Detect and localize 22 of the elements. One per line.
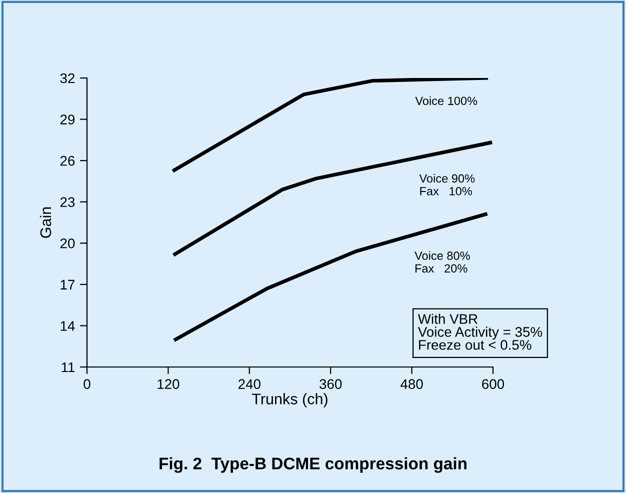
series-label: Voice 80% Fax 20% — [414, 251, 470, 273]
x-tick-label: 480 — [400, 379, 423, 390]
series-label: Voice 90% Fax 10% — [419, 174, 475, 196]
series-label: Voice 100% — [415, 96, 478, 106]
x-tick-label: 0 — [84, 379, 90, 390]
y-tick-label: 17 — [60, 280, 74, 290]
x-tick-label: 360 — [320, 379, 342, 390]
y-tick-label: 20 — [60, 238, 75, 248]
y-tick-label: 11 — [62, 362, 75, 372]
y-tick-label: 14 — [60, 321, 75, 331]
y-tick-label: 26 — [60, 156, 75, 166]
y-tick-label: 32 — [60, 73, 74, 84]
x-tick-label: 600 — [482, 379, 504, 390]
y-tick-label: 23 — [60, 197, 75, 208]
y-tick-label: 29 — [60, 114, 75, 124]
x-axis-title: Trunks (ch) — [252, 393, 328, 408]
x-tick-label: 240 — [238, 379, 260, 390]
text: Fig. 2 Type-B DCME compression gain — [160, 457, 466, 473]
line-series — [172, 78, 488, 172]
x-tick-label: 120 — [158, 379, 180, 390]
y-axis-title: Gain — [40, 207, 52, 238]
annotation: With VBR Voice Activity = 35% Freeze out < 0.5% — [418, 314, 542, 350]
